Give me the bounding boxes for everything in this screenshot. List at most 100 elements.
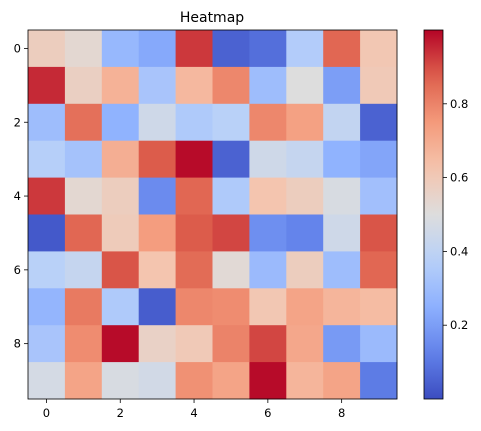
heatmap-cell-r0-c1 [64, 30, 103, 68]
heatmap-cell-r3-c8 [323, 140, 361, 178]
heatmap-cell-r3-c2 [101, 140, 140, 178]
heatmap-cell-r0-c9 [360, 30, 398, 68]
heatmap-cell-r9-c6 [249, 362, 287, 400]
heatmap-cell-r8-c7 [286, 325, 324, 363]
heatmap-cell-r1-c6 [249, 66, 287, 105]
heatmap-cell-r4-c7 [286, 177, 324, 215]
heatmap-cell-r8-c1 [64, 325, 103, 363]
heatmap-cell-r8-c8 [323, 325, 361, 363]
x-tick-label: 4 [190, 406, 197, 420]
heatmap-cell-r2-c1 [64, 103, 103, 142]
heatmap-cell-r1-c4 [175, 66, 213, 105]
heatmap-cell-r7-c8 [323, 288, 361, 326]
heatmap-cell-r7-c3 [138, 288, 176, 326]
heatmap-cell-r8-c4 [175, 325, 213, 363]
heatmap-cell-r2-c6 [249, 103, 287, 142]
heatmap-cell-r0-c0 [28, 30, 66, 68]
heatmap-cell-r1-c1 [64, 66, 103, 105]
heatmap-cell-r1-c7 [286, 66, 324, 105]
heatmap-cell-r9-c7 [286, 362, 324, 400]
heatmap-cell-r4-c1 [64, 177, 103, 215]
heatmap-cell-r6-c1 [64, 251, 103, 289]
heatmap-cell-r8-c6 [249, 325, 287, 363]
y-tick-label: 0 [14, 41, 21, 55]
y-tick-label: 2 [14, 115, 21, 129]
heatmap-cell-r3-c6 [249, 140, 287, 178]
colorbar-tick-label: 0.8 [450, 97, 468, 111]
heatmap-cell-r1-c9 [360, 66, 398, 105]
colorbar [423, 29, 444, 400]
heatmap-cell-r5-c3 [138, 214, 176, 252]
heatmap-cell-r4-c2 [101, 177, 140, 215]
heatmap-cell-r6-c5 [212, 251, 250, 289]
heatmap-cell-r1-c2 [101, 66, 140, 105]
heatmap-cell-r2-c9 [360, 103, 398, 142]
heatmap-cell-r0-c6 [249, 30, 287, 68]
heatmap-cell-r1-c0 [28, 66, 66, 105]
heatmap-cell-r7-c6 [249, 288, 287, 326]
heatmap-cell-r1-c8 [323, 66, 361, 105]
heatmap-cell-r2-c0 [28, 103, 66, 142]
heatmap-cell-r9-c3 [138, 362, 176, 400]
heatmap-cell-r7-c2 [101, 288, 140, 326]
heatmap-cell-r3-c9 [360, 140, 398, 178]
heatmap-cell-r1-c3 [138, 66, 176, 105]
heatmap-cell-r4-c3 [138, 177, 176, 215]
x-axis: 0 2 4 6 8 [43, 399, 345, 420]
colorbar-tick-label: 0.6 [450, 171, 468, 185]
heatmap-cell-r5-c8 [323, 214, 361, 252]
heatmap-cell-r4-c0 [28, 177, 66, 215]
heatmap-cell-r5-c0 [28, 214, 66, 252]
heatmap-cell-r9-c9 [360, 362, 398, 400]
heatmap-cell-r6-c0 [28, 251, 66, 289]
heatmap-cell-r0-c4 [175, 30, 213, 68]
heatmap-cell-r6-c2 [101, 251, 140, 289]
heatmap-cell-r9-c0 [28, 362, 66, 400]
x-tick-label: 6 [264, 406, 271, 420]
heatmap-cell-r3-c5 [212, 140, 250, 178]
heatmap-cell-r5-c1 [64, 214, 103, 252]
heatmap-cell-r3-c7 [286, 140, 324, 178]
heatmap-cell-r1-c5 [212, 66, 250, 105]
heatmap-cell-r8-c9 [360, 325, 398, 363]
heatmap-cell-r5-c6 [249, 214, 287, 252]
heatmap-cell-r8-c2 [101, 325, 140, 363]
heatmap-cell-r0-c7 [286, 30, 324, 68]
heatmap-cell-r3-c1 [64, 140, 103, 178]
heatmap-cell-r7-c4 [175, 288, 213, 326]
heatmap-cell-r2-c3 [138, 103, 176, 142]
heatmap-cell-r0-c8 [323, 30, 361, 68]
heatmap-cell-r0-c5 [212, 30, 250, 68]
heatmap-cell-r0-c3 [138, 30, 176, 68]
heatmap-cell-r7-c7 [286, 288, 324, 326]
heatmap-cell-r6-c3 [138, 251, 176, 289]
heatmap-cell-r7-c0 [28, 288, 66, 326]
heatmap-cell-r3-c3 [138, 140, 176, 178]
y-axis: 0 2 4 6 8 [14, 41, 28, 351]
heatmap-cell-r9-c1 [64, 362, 103, 400]
heatmap-cell-r4-c4 [175, 177, 213, 215]
heatmap-cell-r3-c0 [28, 140, 66, 178]
heatmap-cell-r7-c5 [212, 288, 250, 326]
heatmap-cell-r4-c8 [323, 177, 361, 215]
heatmap-cell-r5-c9 [360, 214, 398, 252]
heatmap-cell-r6-c7 [286, 251, 324, 289]
heatmap-cell-r4-c5 [212, 177, 250, 215]
heatmap-cell-r3-c4 [175, 140, 213, 178]
colorbar-axis: 0.2 0.4 0.6 0.8 [443, 97, 468, 332]
y-tick-label: 8 [14, 337, 21, 351]
y-tick-label: 6 [14, 263, 21, 277]
heatmap-cell-r7-c9 [360, 288, 398, 326]
heatmap-cell-r6-c9 [360, 251, 398, 289]
heatmap-cell-r6-c8 [323, 251, 361, 289]
y-tick-label: 4 [14, 189, 21, 203]
heatmap-cell-r5-c2 [101, 214, 140, 252]
heatmap-cell-r2-c7 [286, 103, 324, 142]
plot-frame [27, 29, 398, 400]
heatmap-cell-r9-c4 [175, 362, 213, 400]
heatmap-cell-r6-c4 [175, 251, 213, 289]
heatmap-cell-r0-c2 [101, 30, 140, 68]
heatmap-cell-r7-c1 [64, 288, 103, 326]
heatmap-cell-r4-c9 [360, 177, 398, 215]
